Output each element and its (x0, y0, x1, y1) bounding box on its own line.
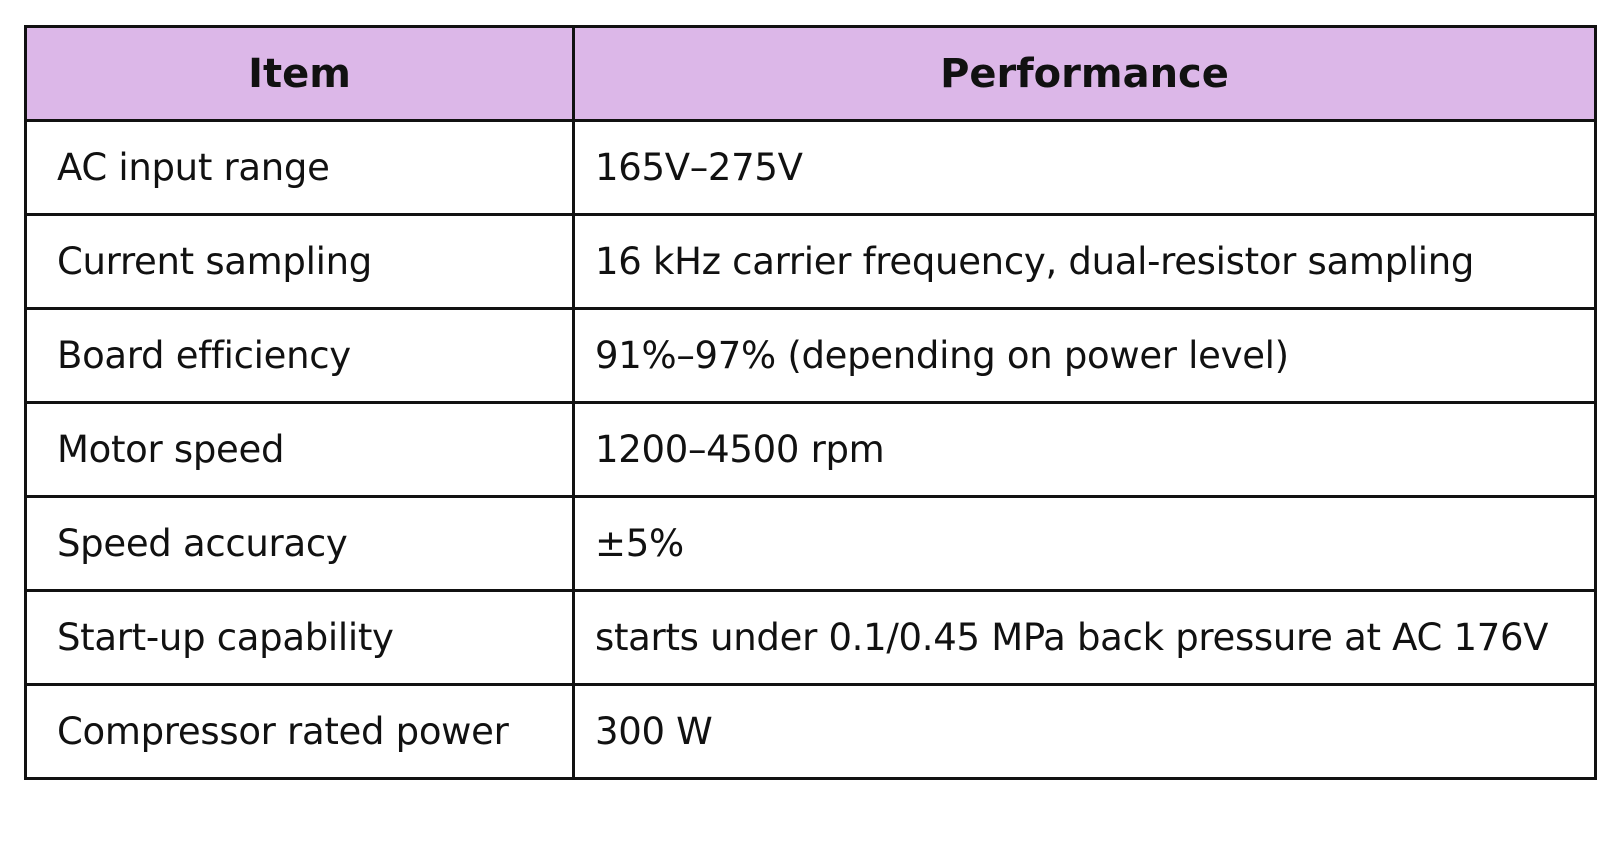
table-row: Motor speed 1200–4500 rpm (24, 401, 1597, 498)
row-performance-cell: 1200–4500 rpm (572, 401, 1597, 498)
row-item-cell: Speed accuracy (24, 495, 575, 592)
row-item-cell: Start-up capability (24, 589, 575, 686)
row-item-cell: Current sampling (24, 213, 575, 310)
table-header-row: Item Performance (24, 25, 1597, 122)
table-row: Speed accuracy ±5% (24, 495, 1597, 592)
table-row: Compressor rated power 300 W (24, 683, 1597, 780)
table-row: Current sampling 16 kHz carrier frequenc… (24, 213, 1597, 310)
row-item-cell: Motor speed (24, 401, 575, 498)
table-row: Start-up capability starts under 0.1/0.4… (24, 589, 1597, 686)
row-performance-cell: 165V–275V (572, 119, 1597, 216)
header-item: Item (24, 25, 575, 122)
table-row: AC input range 165V–275V (24, 119, 1597, 216)
row-performance-cell: 91%–97% (depending on power level) (572, 307, 1597, 404)
row-item-cell: AC input range (24, 119, 575, 216)
row-performance-cell: starts under 0.1/0.45 MPa back pressure … (572, 589, 1597, 686)
row-item-cell: Compressor rated power (24, 683, 575, 780)
row-performance-cell: 300 W (572, 683, 1597, 780)
row-item-cell: Board efficiency (24, 307, 575, 404)
header-performance: Performance (572, 25, 1597, 122)
spec-table: Item Performance AC input range 165V–275… (24, 25, 1597, 780)
table-row: Board efficiency 91%–97% (depending on p… (24, 307, 1597, 404)
row-performance-cell: ±5% (572, 495, 1597, 592)
row-performance-cell: 16 kHz carrier frequency, dual-resistor … (572, 213, 1597, 310)
